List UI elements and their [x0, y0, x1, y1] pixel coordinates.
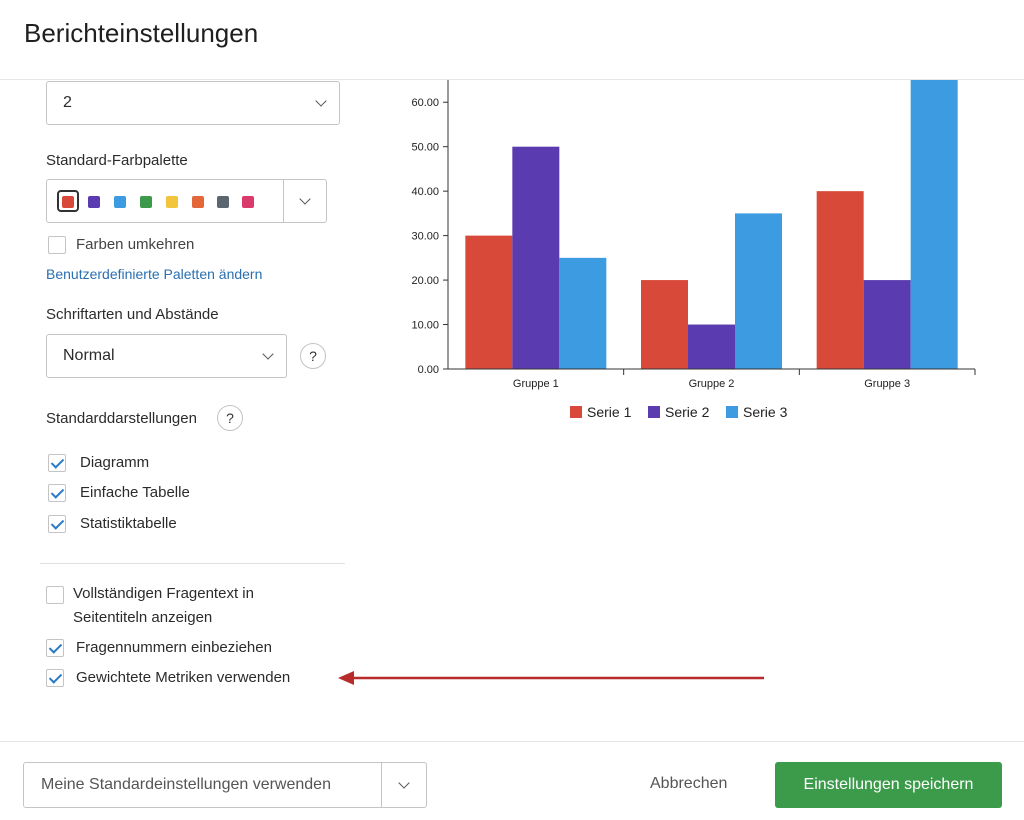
legend-swatch-3: [726, 406, 738, 418]
chart-count-value: 2: [63, 94, 72, 111]
dialog-header: Berichteinstellungen: [0, 0, 1024, 80]
chevron-down-icon[interactable]: [299, 193, 311, 205]
annotation-arrow-head: [338, 671, 354, 685]
simple-table-label: Einfache Tabelle: [80, 484, 190, 501]
chevron-down-icon: [262, 348, 274, 360]
default-displays-label: Standarddarstellungen: [46, 410, 197, 427]
diagram-checkbox[interactable]: [48, 454, 66, 472]
palette-divider: [283, 180, 284, 222]
x-tick-label: Gruppe 3: [864, 378, 910, 390]
y-tick-label: 0.00: [418, 364, 439, 376]
legend-swatch-1: [570, 406, 582, 418]
palette-swatch-3[interactable]: [114, 196, 126, 208]
palette-swatch-5[interactable]: [166, 196, 178, 208]
bar-serie-1-gruppe-3: [816, 191, 864, 369]
weighted-metrics-checkbox[interactable]: [46, 669, 64, 687]
palette-swatch-1[interactable]: [62, 196, 74, 208]
x-tick-label: Gruppe 2: [689, 378, 735, 390]
y-tick-label: 30.00: [411, 231, 439, 243]
default-displays-help-icon[interactable]: ?: [217, 405, 243, 431]
custom-palettes-link[interactable]: Benutzerdefinierte Paletten ändern: [46, 266, 263, 282]
use-my-defaults-label: Meine Standardeinstellungen verwenden: [41, 776, 331, 793]
bar-serie-2-gruppe-1: [512, 146, 560, 369]
palette-swatch-6[interactable]: [192, 196, 204, 208]
full-question-text-checkbox[interactable]: [46, 586, 64, 604]
reverse-colors-checkbox[interactable]: [48, 236, 66, 254]
statistics-table-label: Statistiktabelle: [80, 515, 177, 532]
bar-serie-2-gruppe-3: [863, 280, 911, 369]
section-divider: [40, 563, 345, 564]
palette-swatch-2[interactable]: [88, 196, 100, 208]
save-settings-button[interactable]: Einstellungen speichern: [775, 762, 1002, 808]
palette-swatch-8[interactable]: [242, 196, 254, 208]
bar-chart: 0.00 10.00 20.00 30.00 40.00 50.00 60.00 Gruppe…: [411, 80, 976, 420]
fonts-value: Normal: [63, 347, 115, 364]
x-tick-label: Gruppe 1: [513, 378, 559, 390]
bar-serie-3-gruppe-2: [735, 213, 782, 369]
bar-serie-1-gruppe-1: [465, 235, 513, 369]
fonts-select[interactable]: Normal: [46, 334, 287, 378]
palette-selection-ring: [57, 190, 79, 212]
footer-divider: [0, 741, 1024, 742]
bar-serie-3-gruppe-1: [559, 257, 607, 369]
question-numbers-checkbox[interactable]: [46, 639, 64, 657]
y-tick-label: 60.00: [411, 97, 439, 109]
annotation-arrow: [338, 671, 764, 685]
y-tick-label: 40.00: [411, 186, 439, 198]
chart-count-select[interactable]: 2: [46, 81, 340, 125]
cancel-button[interactable]: Abbrechen: [650, 775, 728, 792]
diagram-label: Diagramm: [80, 454, 150, 471]
full-question-text-label-line1: Vollständigen Fragentext in: [73, 585, 254, 602]
y-tick-label: 10.00: [411, 320, 439, 332]
fonts-help-icon[interactable]: ?: [300, 343, 326, 369]
chevron-down-icon: [315, 95, 327, 107]
legend-swatch-2: [648, 406, 660, 418]
bar-serie-3-gruppe-3: [910, 80, 958, 369]
y-tick-label: 50.00: [411, 142, 439, 154]
color-palette-select[interactable]: [46, 179, 327, 223]
reverse-colors-label: Farben umkehren: [76, 236, 195, 253]
legend-label-2: Serie 2: [665, 404, 710, 420]
palette-label: Standard-Farbpalette: [46, 152, 188, 169]
palette-swatch-4[interactable]: [140, 196, 152, 208]
bar-serie-2-gruppe-2: [688, 324, 735, 369]
defaults-button-divider: [381, 763, 382, 807]
palette-swatch-7[interactable]: [217, 196, 229, 208]
simple-table-checkbox[interactable]: [48, 484, 66, 502]
use-my-defaults-button[interactable]: Meine Standardeinstellungen verwenden: [23, 762, 427, 808]
statistics-table-checkbox[interactable]: [48, 515, 66, 533]
fonts-label: Schriftarten und Abstände: [46, 306, 219, 323]
legend-label-3: Serie 3: [743, 404, 788, 420]
legend-label-1: Serie 1: [587, 404, 632, 420]
dialog-title: Berichteinstellungen: [24, 18, 259, 48]
chevron-down-icon[interactable]: [398, 777, 410, 789]
y-tick-label: 20.00: [411, 275, 439, 287]
full-question-text-label-line2: Seitentiteln anzeigen: [73, 609, 213, 626]
weighted-metrics-label: Gewichtete Metriken verwenden: [76, 669, 291, 686]
bar-serie-1-gruppe-2: [641, 280, 688, 369]
question-numbers-label: Fragennummern einbeziehen: [76, 639, 272, 656]
